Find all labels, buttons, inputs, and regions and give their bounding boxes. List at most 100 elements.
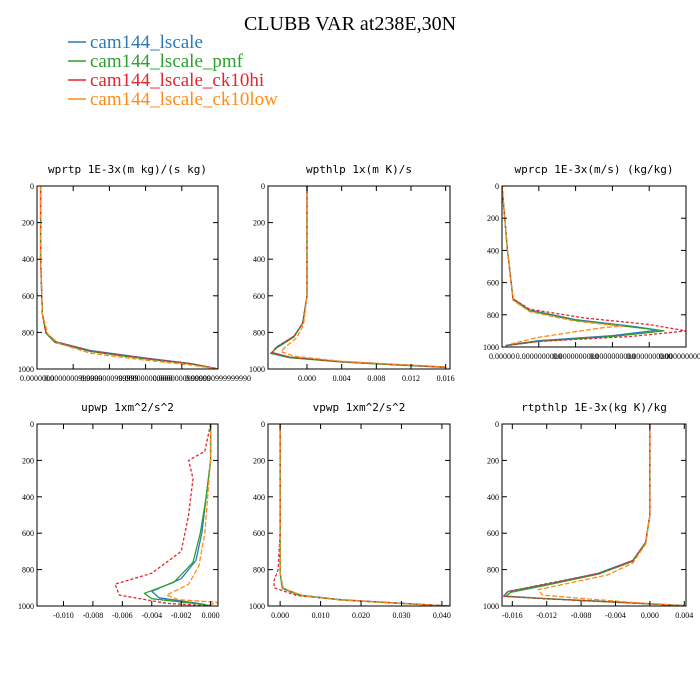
series-line: [279, 424, 450, 606]
x-tick-label: 0.016: [437, 374, 455, 383]
panel-title: wprcp 1E-3x(m/s) (kg/kg): [515, 163, 674, 176]
y-tick-label: 600: [253, 529, 265, 538]
series-line: [151, 424, 212, 606]
series-line: [143, 424, 212, 606]
panel-title: rtpthlp 1E-3x(kg K)/kg: [521, 401, 667, 414]
series-line: [273, 424, 450, 606]
series-line: [114, 424, 212, 606]
y-tick-label: 600: [487, 279, 499, 288]
y-tick-label: 1000: [249, 365, 265, 374]
series-line: [537, 424, 685, 606]
x-tick-label: 0.000000999999990: [185, 374, 251, 383]
x-tick-label: 0.000: [202, 611, 220, 620]
legend-label: cam144_lscale_ck10low: [90, 89, 278, 110]
series-line: [279, 424, 450, 606]
x-tick-label: -0.006: [112, 611, 133, 620]
y-tick-label: 1000: [483, 343, 499, 352]
x-tick-label: -0.008: [83, 611, 104, 620]
x-tick-label: 0.000000000000: [659, 352, 700, 361]
y-tick-label: 200: [253, 456, 265, 465]
x-tick-label: 0.010: [312, 611, 330, 620]
x-tick-label: 0.0000000999999: [44, 374, 102, 383]
y-tick-label: 800: [253, 328, 265, 337]
y-tick-label: 400: [487, 493, 499, 502]
series-line: [165, 424, 218, 606]
y-tick-label: 1000: [18, 602, 34, 611]
chart-panel: rtpthlp 1E-3x(kg K)/kg02004006008001000-…: [483, 401, 693, 620]
legend-label: cam144_lscale_ck10hi: [90, 70, 264, 91]
series-group: [114, 424, 218, 606]
y-tick-label: 800: [487, 566, 499, 575]
x-tick-label: 0.0000000999999: [80, 374, 138, 383]
panel-title: upwp 1xm^2/s^2: [81, 401, 174, 414]
legend: cam144_lscalecam144_lscale_pmfcam144_lsc…: [68, 32, 278, 110]
y-tick-label: 200: [253, 219, 265, 228]
y-tick-label: 600: [253, 292, 265, 301]
series-line: [279, 424, 450, 606]
x-tick-label: 0.0000000000: [516, 352, 562, 361]
series-group: [273, 424, 450, 606]
panel-title: wpthlp 1x(m K)/s: [306, 163, 412, 176]
x-tick-label: 0.008: [367, 374, 385, 383]
x-tick-label: 0.0000000000: [626, 352, 672, 361]
chart-panel: wprcp 1E-3x(m/s) (kg/kg) 0 200 400 600 800 100…: [483, 163, 700, 361]
chart-panel: wpthlp 1x(m K)/s 0 200 400 600 800 1000 0.000 0.…: [249, 163, 455, 383]
panel-title: vpwp 1xm^2/s^2: [313, 401, 406, 414]
x-tick-label: 0.0000000000: [553, 352, 599, 361]
y-tick-label: 800: [22, 566, 34, 575]
series-line: [39, 186, 218, 369]
x-tick-label: -0.004: [141, 611, 162, 620]
chart-panel: upwp 1xm^2/s^2 0 200 400 600 800 1000 -0.010 -0.…: [18, 401, 220, 620]
x-tick-label: 0.004: [333, 374, 351, 383]
x-tick-label: -0.008: [571, 611, 592, 620]
plot-frame: [267, 185, 451, 370]
y-tick-label: 1000: [18, 365, 34, 374]
x-tick-label: -0.012: [536, 611, 557, 620]
y-tick-label: 0: [495, 420, 499, 429]
y-tick-label: 400: [253, 493, 265, 502]
y-tick-label: 400: [22, 255, 34, 264]
y-tick-label: 0: [30, 420, 34, 429]
x-tick-label: 0.000: [298, 374, 316, 383]
y-tick-label: 200: [487, 214, 499, 223]
panel-title: wprtp 1E-3x(m kg)/(s kg): [48, 163, 207, 176]
series-group: [503, 424, 685, 606]
series-line: [39, 186, 218, 369]
legend-label: cam144_lscale_pmf: [90, 51, 244, 72]
chart-panel: vpwp 1xm^2/s^2 0 200 400 600 800 1000 0.000 0.01…: [249, 401, 451, 620]
series-group: [39, 186, 218, 369]
series-group: [269, 186, 446, 369]
y-tick-label: 1000: [483, 602, 499, 611]
plot-frame: [501, 423, 687, 607]
x-tick-label: 0.004: [675, 611, 693, 620]
y-tick-label: 800: [253, 566, 265, 575]
series-line: [39, 186, 218, 369]
plot-frame: [267, 423, 451, 607]
y-tick-label: 0: [261, 420, 265, 429]
x-tick-label: 0.000: [641, 611, 659, 620]
series-line: [502, 186, 623, 345]
y-tick-label: 200: [487, 456, 499, 465]
y-tick-label: 400: [487, 246, 499, 255]
chart-panel: wprtp 1E-3x(m kg)/(s kg) 0 200 400 600 800 100…: [18, 163, 251, 383]
figure-title: CLUBB VAR at238E,30N: [244, 13, 456, 35]
plot-frame: [36, 423, 219, 607]
x-tick-label: 0.030: [392, 611, 410, 620]
plot-frame: [36, 185, 219, 370]
x-tick-label: -0.016: [502, 611, 523, 620]
series-line: [280, 186, 446, 368]
series-line: [504, 424, 685, 606]
y-tick-label: 800: [487, 311, 499, 320]
series-line: [503, 424, 685, 606]
x-tick-label: 0.0000000: [20, 374, 54, 383]
y-tick-label: 0: [30, 182, 34, 191]
y-tick-label: 0: [495, 182, 499, 191]
x-tick-label: 0.00000: [489, 352, 515, 361]
y-tick-label: 600: [22, 529, 34, 538]
x-tick-label: 0.040: [433, 611, 451, 620]
y-tick-label: 400: [253, 255, 265, 264]
series-line: [271, 186, 446, 368]
x-tick-label: -0.010: [53, 611, 74, 620]
y-tick-label: 600: [22, 292, 34, 301]
